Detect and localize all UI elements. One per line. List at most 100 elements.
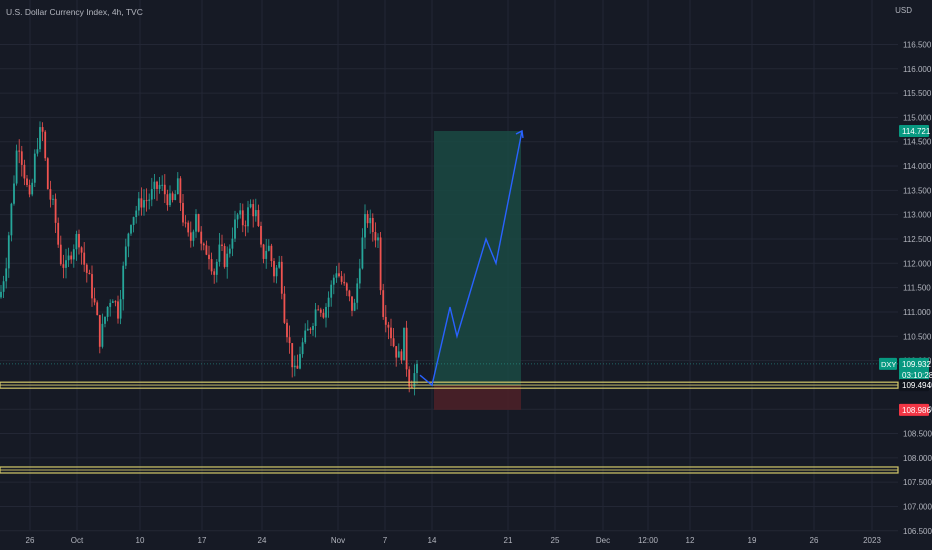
countdown-badge-bg [899,368,929,381]
candle-body [52,198,54,200]
candle-body [72,249,75,260]
candle-body [67,255,70,261]
candle-body [314,309,317,326]
candle-body [158,184,161,189]
y-tick-label: 106.500 [903,527,932,536]
candle-body [226,253,229,267]
candle-body [156,181,158,189]
candle-body [319,309,322,313]
x-tick-label: 26 [26,536,35,545]
candle-body [249,204,252,208]
candle-body [301,342,304,355]
y-tick-label: 111.500 [903,284,931,293]
candle-body [59,244,62,265]
candle-body [270,245,273,262]
candle-body [33,153,36,183]
symbol-badge: DXY [881,360,896,369]
candle-body [145,200,148,202]
candle-body [104,316,106,324]
candle-body [28,185,31,195]
candle-body [83,252,86,265]
candle-body [78,233,80,248]
candle-body [80,247,83,253]
candle-body [215,261,218,275]
candle-body [171,193,174,200]
candle-body [408,369,411,387]
candle-body [332,277,335,285]
candle-body [197,214,200,232]
candle-body [345,283,348,291]
candle-body [403,327,405,361]
chart-title: U.S. Dollar Currency Index, 4h, TVC [6,7,143,17]
candle-body [96,302,99,316]
candle-body [143,200,145,208]
candle-body [135,210,138,218]
candle-body [218,244,221,262]
candle-body [119,299,122,319]
x-tick-label: 14 [428,536,437,545]
candle-body [257,210,260,226]
candle-body [322,312,325,318]
candle-body [130,225,132,234]
candle-body [10,203,13,236]
candle-body [397,351,400,358]
y-tick-label: 107.000 [903,502,932,511]
candle-body [127,233,130,247]
candle-body [286,322,288,338]
horizontal-levels [0,363,899,474]
x-tick-label: 7 [383,536,388,545]
candle-body [364,214,366,238]
candle-body [70,255,73,260]
candle-body [114,301,117,303]
time-axis[interactable]: 26 Oct 10 17 24 Nov 7 14 21 25 Dec 12:00 12 19 26 2023 [26,536,882,545]
candle-body [44,131,47,159]
candle-body [275,267,278,277]
candle-body [405,327,408,370]
candle-body [382,290,385,317]
candle-body [91,274,93,299]
candle-body [166,194,169,206]
y-tick-label: 116.000 [903,65,932,74]
candle-body [49,189,52,200]
x-tick-label: 24 [258,536,267,545]
y-tick-label: 114.000 [903,162,932,171]
x-tick-label: 2023 [863,536,881,545]
candle-body [244,225,247,227]
candle-body [5,268,8,282]
candle-body [387,324,390,328]
candle-body [18,150,21,152]
price-axis[interactable]: 116.500 116.000 115.500 115.000 114.500 114.0… [903,40,932,535]
candle-body [122,265,125,300]
candle-body [236,214,239,220]
candle-body [239,210,242,215]
candle-body [317,309,320,311]
candle-body [23,164,26,179]
candle-body [299,354,301,369]
x-tick-label: Oct [71,536,84,545]
candle-body [273,261,275,277]
candle-body [262,244,265,259]
stop-price-badge-bg [899,403,929,416]
candle-body [371,217,374,233]
candle-body [260,225,262,245]
candle-body [369,217,372,224]
risk-reward-zones [434,130,521,410]
x-tick-label: 26 [810,536,819,545]
candle-body [366,214,369,224]
x-tick-label: 19 [748,536,757,545]
candle-body [88,272,91,275]
candle-body [283,293,286,323]
candle-body [400,351,403,361]
candle-body [2,281,5,292]
current-price-badge: 109.932 [902,360,931,369]
x-tick-label: 21 [504,536,513,545]
candle-body [205,245,208,255]
candle-body [187,222,190,233]
candle-body [109,302,112,307]
candle-body [13,183,15,204]
candle-body [117,301,119,319]
candle-body [202,243,205,246]
candle-body [306,328,309,331]
